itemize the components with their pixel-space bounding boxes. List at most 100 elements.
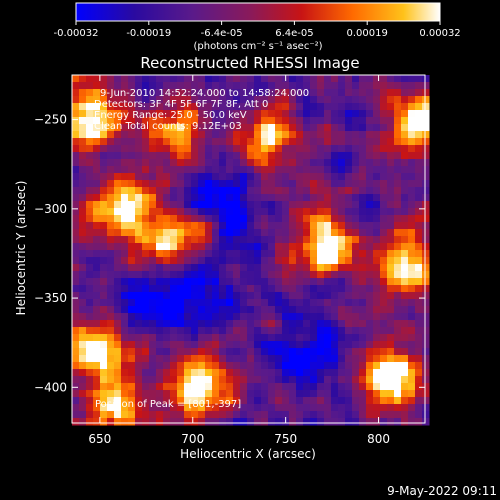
heatmap-cell — [240, 383, 248, 391]
heatmap-cell — [310, 82, 318, 90]
heatmap-cell — [212, 131, 220, 139]
heatmap-cell — [121, 348, 129, 356]
heatmap-cell — [226, 96, 234, 104]
heatmap-cell — [422, 229, 430, 237]
heatmap-cell — [72, 201, 80, 209]
heatmap-cell — [114, 348, 122, 356]
heatmap-cell — [338, 89, 346, 97]
heatmap-cell — [163, 271, 171, 279]
heatmap-cell — [107, 110, 115, 118]
heatmap-cell — [366, 229, 374, 237]
heatmap-cell — [79, 96, 87, 104]
heatmap-cell — [296, 418, 304, 426]
heatmap-cell — [422, 271, 430, 279]
heatmap-cell — [170, 229, 178, 237]
heatmap-cell — [345, 131, 353, 139]
heatmap-cell — [79, 208, 87, 216]
heatmap-cell — [184, 124, 192, 132]
heatmap-cell — [135, 229, 143, 237]
heatmap-cell — [163, 257, 171, 265]
heatmap-cell — [142, 271, 150, 279]
heatmap-cell — [149, 103, 157, 111]
heatmap-cell — [387, 285, 395, 293]
heatmap-cell — [205, 334, 213, 342]
heatmap-cell — [303, 278, 311, 286]
heatmap-cell — [184, 250, 192, 258]
heatmap-cell — [177, 313, 185, 321]
heatmap-cell — [107, 180, 115, 188]
heatmap-cell — [212, 397, 220, 405]
heatmap-cell — [135, 82, 143, 90]
heatmap-cell — [345, 152, 353, 160]
heatmap-cell — [331, 404, 339, 412]
heatmap-cell — [331, 236, 339, 244]
heatmap-cell — [352, 348, 360, 356]
heatmap-cell — [366, 271, 374, 279]
heatmap-cell — [352, 229, 360, 237]
heatmap-cell — [226, 208, 234, 216]
heatmap-cell — [303, 124, 311, 132]
heatmap-cell — [100, 229, 108, 237]
heatmap-cell — [359, 278, 367, 286]
heatmap-cell — [317, 187, 325, 195]
heatmap-cell — [240, 103, 248, 111]
heatmap-cell — [275, 82, 283, 90]
heatmap-cell — [79, 341, 87, 349]
heatmap-cell — [324, 292, 332, 300]
heatmap-cell — [310, 243, 318, 251]
heatmap-cell — [401, 299, 409, 307]
heatmap-cell — [156, 124, 164, 132]
heatmap-cell — [205, 173, 213, 181]
heatmap-cell — [254, 145, 262, 153]
heatmap-cell — [142, 222, 150, 230]
heatmap-cell — [310, 418, 318, 426]
heatmap-cell — [233, 173, 241, 181]
heatmap-cell — [422, 110, 430, 118]
heatmap-cell — [114, 390, 122, 398]
heatmap-cell — [394, 96, 402, 104]
heatmap-cell — [310, 131, 318, 139]
heatmap-cell — [72, 264, 80, 272]
heatmap-cell — [163, 334, 171, 342]
heatmap-cell — [345, 89, 353, 97]
heatmap-cell — [254, 404, 262, 412]
heatmap-cell — [324, 194, 332, 202]
heatmap-cell — [310, 145, 318, 153]
heatmap-cell — [93, 124, 101, 132]
heatmap-cell — [254, 201, 262, 209]
heatmap-cell — [415, 82, 423, 90]
heatmap-cell — [191, 299, 199, 307]
heatmap-cell — [93, 390, 101, 398]
heatmap-cell — [415, 334, 423, 342]
heatmap-cell — [254, 166, 262, 174]
heatmap-cell — [226, 75, 234, 83]
heatmap-cell — [114, 257, 122, 265]
heatmap-cell — [226, 369, 234, 377]
heatmap-cell — [219, 236, 227, 244]
heatmap-cell — [135, 110, 143, 118]
heatmap-cell — [380, 145, 388, 153]
heatmap-cell — [212, 306, 220, 314]
heatmap-cell — [261, 348, 269, 356]
heatmap-cell — [408, 152, 416, 160]
heatmap-cell — [422, 236, 430, 244]
heatmap-cell — [324, 187, 332, 195]
heatmap-cell — [184, 145, 192, 153]
heatmap-cell — [233, 411, 241, 419]
heatmap-cell — [72, 250, 80, 258]
heatmap-cell — [408, 397, 416, 405]
heatmap-cell — [107, 187, 115, 195]
heatmap-cell — [226, 334, 234, 342]
heatmap-cell — [324, 411, 332, 419]
heatmap-cell — [93, 355, 101, 363]
heatmap-cell — [345, 222, 353, 230]
heatmap-cell — [338, 187, 346, 195]
heatmap-cell — [324, 145, 332, 153]
heatmap-cell — [401, 376, 409, 384]
heatmap-cell — [219, 208, 227, 216]
heatmap-cell — [240, 82, 248, 90]
colorbar-ticks: -0.00032 -0.00019 -6.4e-05 6.4e-05 0.00019 0.… — [54, 21, 461, 39]
heatmap-cell — [359, 334, 367, 342]
heatmap-cell — [394, 243, 402, 251]
heatmap-cell — [163, 236, 171, 244]
